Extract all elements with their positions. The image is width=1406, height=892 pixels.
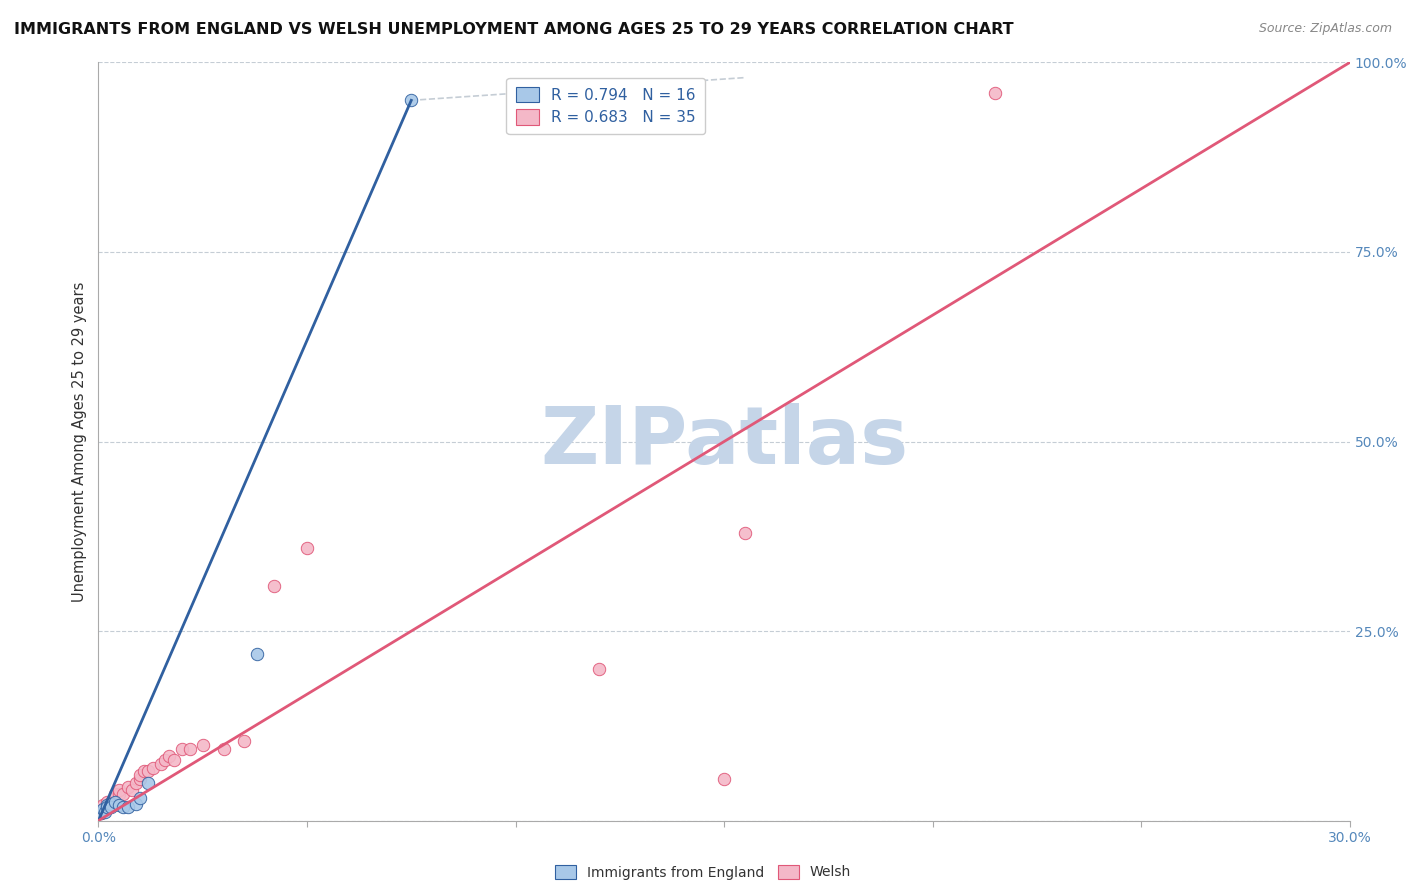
Point: [91, 798, 114, 813]
Point: [138, 764, 160, 779]
Point: [100, 800, 122, 814]
Point: [91, 802, 114, 816]
Y-axis label: Unemployment Among Ages 25 to 29 years: Unemployment Among Ages 25 to 29 years: [72, 281, 87, 602]
Point: [117, 780, 139, 794]
Text: ZIPatlas: ZIPatlas: [540, 402, 908, 481]
Point: [117, 800, 139, 814]
Point: [93, 805, 115, 819]
Legend: Immigrants from England, Welsh: Immigrants from England, Welsh: [550, 859, 856, 885]
Point: [100, 798, 122, 813]
Point: [96, 795, 118, 809]
Point: [138, 776, 160, 790]
Text: IMMIGRANTS FROM ENGLAND VS WELSH UNEMPLOYMENT AMONG AGES 25 TO 29 YEARS CORRELAT: IMMIGRANTS FROM ENGLAND VS WELSH UNEMPLO…: [14, 22, 1014, 37]
Point: [984, 86, 1007, 100]
Point: [89, 806, 111, 821]
Point: [96, 798, 118, 813]
Point: [713, 772, 735, 786]
Point: [129, 768, 152, 782]
Point: [112, 787, 135, 801]
Point: [108, 787, 131, 801]
Point: [121, 783, 143, 797]
Point: [89, 806, 111, 821]
Point: [134, 764, 156, 779]
Point: [100, 795, 122, 809]
Point: [263, 579, 285, 593]
Point: [104, 791, 127, 805]
Point: [100, 797, 122, 811]
Point: [588, 662, 610, 676]
Point: [734, 525, 756, 540]
Point: [91, 802, 114, 816]
Point: [129, 791, 152, 805]
Point: [112, 800, 135, 814]
Point: [170, 741, 193, 756]
Point: [233, 734, 256, 748]
Point: [150, 756, 173, 771]
Point: [96, 800, 118, 814]
Point: [246, 647, 269, 661]
Point: [162, 753, 184, 767]
Point: [142, 760, 165, 774]
Point: [179, 741, 201, 756]
Legend: R = 0.794   N = 16, R = 0.683   N = 35: R = 0.794 N = 16, R = 0.683 N = 35: [506, 78, 704, 134]
Point: [125, 797, 148, 811]
Point: [108, 798, 131, 813]
Point: [295, 541, 318, 555]
Point: [129, 772, 152, 786]
Text: Source: ZipAtlas.com: Source: ZipAtlas.com: [1258, 22, 1392, 36]
Point: [401, 94, 423, 108]
Point: [212, 741, 235, 756]
Point: [191, 738, 214, 752]
Point: [104, 787, 127, 801]
Point: [153, 753, 176, 767]
Point: [104, 795, 127, 809]
Point: [96, 800, 118, 814]
Point: [157, 749, 180, 764]
Point: [108, 783, 131, 797]
Point: [125, 776, 148, 790]
